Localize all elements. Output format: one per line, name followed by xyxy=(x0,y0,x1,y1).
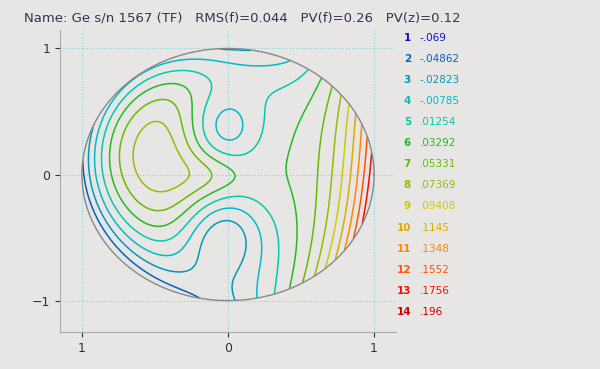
Text: 8: 8 xyxy=(404,180,411,190)
Text: .1145: .1145 xyxy=(420,223,450,232)
Text: .03292: .03292 xyxy=(420,138,457,148)
Text: .1756: .1756 xyxy=(420,286,450,296)
Text: .196: .196 xyxy=(420,307,443,317)
Text: 14: 14 xyxy=(397,307,411,317)
Text: 13: 13 xyxy=(397,286,411,296)
Text: -.00785: -.00785 xyxy=(420,96,460,106)
Text: Name: Ge s/n 1567 (TF)   RMS(f)=0.044   PV(f)=0.26   PV(z)=0.12: Name: Ge s/n 1567 (TF) RMS(f)=0.044 PV(f… xyxy=(24,11,461,24)
Text: 3: 3 xyxy=(404,75,411,85)
Text: 6: 6 xyxy=(404,138,411,148)
Text: .1348: .1348 xyxy=(420,244,450,254)
Text: .09408: .09408 xyxy=(420,201,456,211)
Text: .05331: .05331 xyxy=(420,159,457,169)
Text: 12: 12 xyxy=(397,265,411,275)
Text: -.069: -.069 xyxy=(420,33,447,43)
Text: 1: 1 xyxy=(404,33,411,43)
Text: .07369: .07369 xyxy=(420,180,457,190)
Text: -.02823: -.02823 xyxy=(420,75,460,85)
Text: 11: 11 xyxy=(397,244,411,254)
Text: 4: 4 xyxy=(404,96,411,106)
Text: .1552: .1552 xyxy=(420,265,450,275)
Text: .01254: .01254 xyxy=(420,117,457,127)
Text: 5: 5 xyxy=(404,117,411,127)
Text: 2: 2 xyxy=(404,54,411,64)
Text: 10: 10 xyxy=(397,223,411,232)
Text: -.04862: -.04862 xyxy=(420,54,460,64)
Text: 7: 7 xyxy=(404,159,411,169)
Text: 9: 9 xyxy=(404,201,411,211)
